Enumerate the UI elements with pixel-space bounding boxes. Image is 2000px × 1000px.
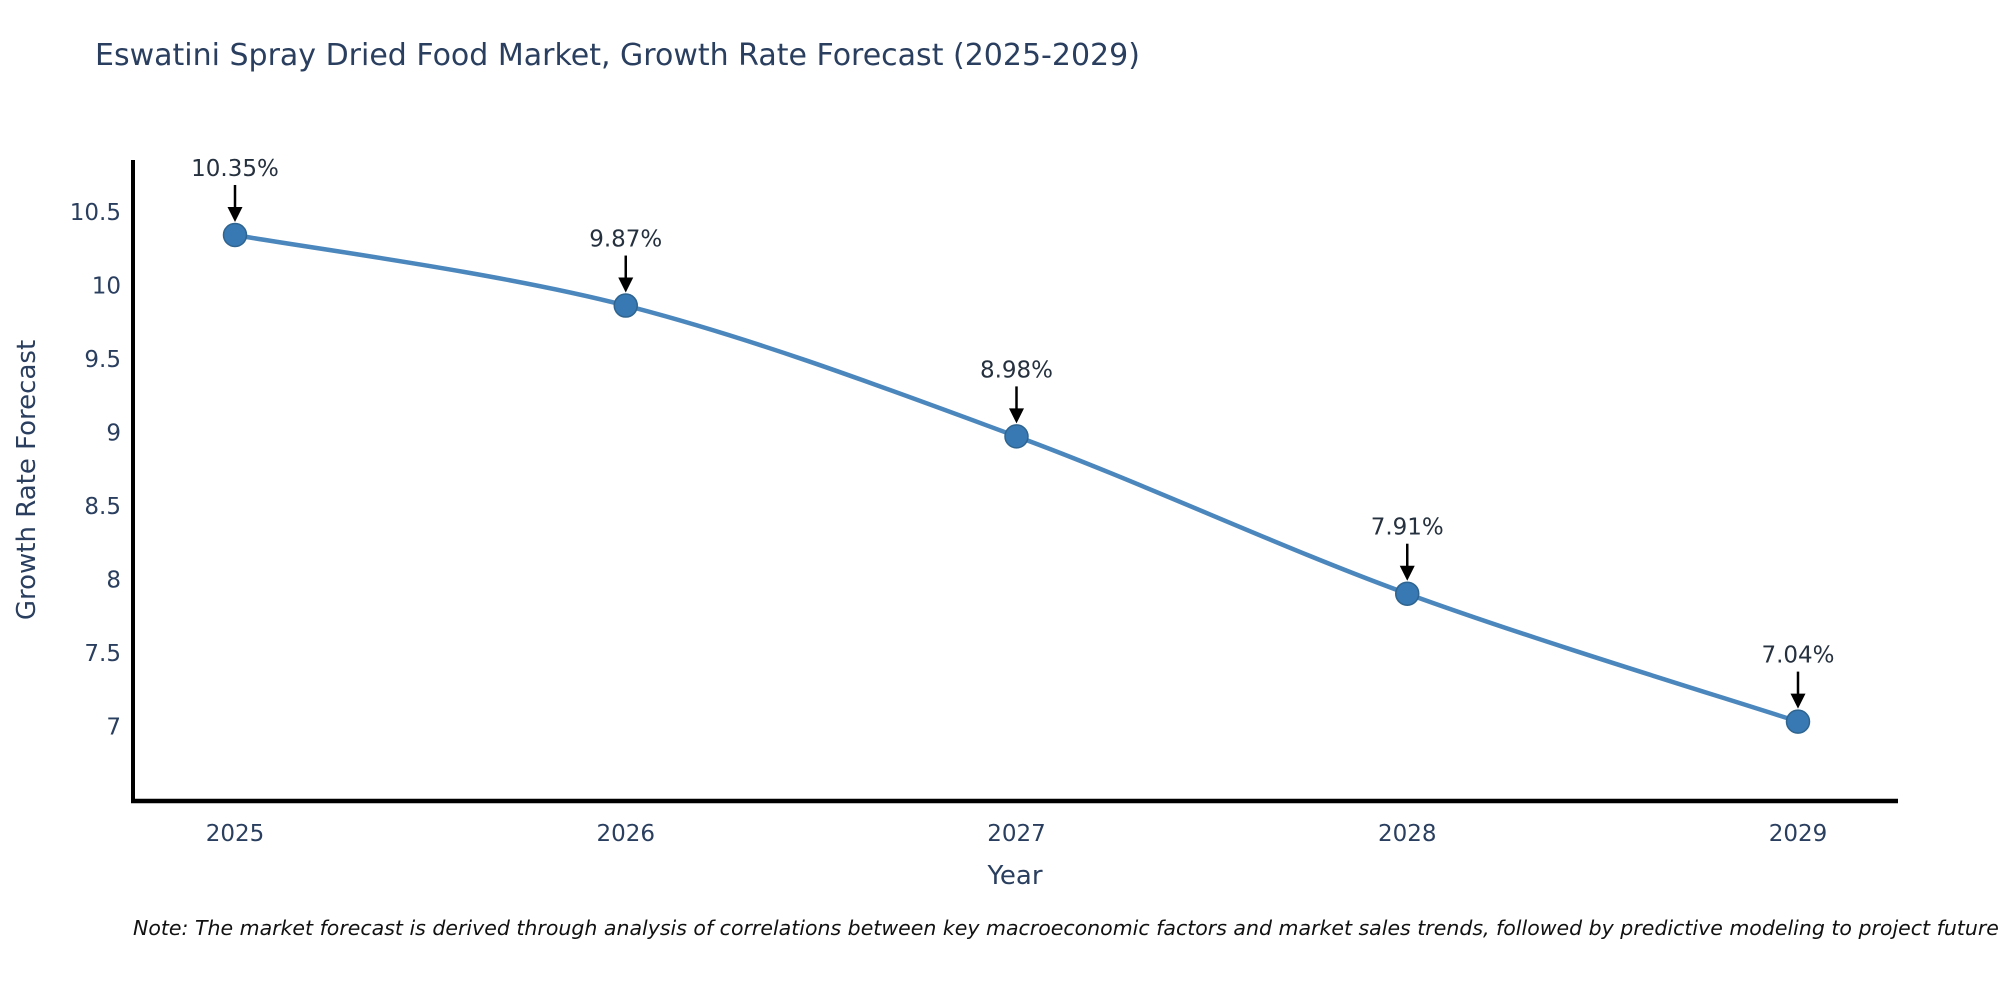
data-point-marker — [1395, 581, 1420, 606]
annotation-arrowhead-icon — [1399, 565, 1415, 581]
x-tick-label: 2027 — [987, 821, 1046, 847]
data-label: 10.35% — [191, 156, 279, 182]
y-tick-label: 9.5 — [84, 347, 121, 373]
annotation-arrowhead-icon — [618, 277, 634, 293]
data-point-marker — [1785, 709, 1811, 734]
data-label: 8.98% — [980, 357, 1053, 383]
y-tick-label: 10.5 — [70, 200, 121, 226]
y-tick-label: 8.5 — [84, 494, 121, 520]
series-line — [234, 232, 1799, 724]
y-tick-label: 7.5 — [84, 641, 121, 667]
annotation-arrowhead-icon — [1790, 693, 1806, 709]
data-label: 9.87% — [589, 227, 662, 253]
y-tick-label: 10 — [92, 273, 121, 299]
data-point-marker — [613, 293, 638, 318]
y-axis-title: Growth Rate Forecast — [12, 339, 42, 621]
x-tick-label: 2025 — [206, 821, 265, 847]
x-tick-label: 2029 — [1769, 821, 1828, 847]
annotation-arrowhead-icon — [227, 206, 243, 222]
footnote: Note: The market forecast is derived thr… — [133, 916, 2000, 940]
y-tick-label: 8 — [106, 567, 121, 593]
annotation-arrowhead-icon — [1009, 408, 1024, 424]
x-tick-label: 2026 — [596, 821, 655, 847]
data-label: 7.91% — [1371, 515, 1444, 541]
chart-title: Eswatini Spray Dried Food Market, Growth… — [95, 38, 1140, 73]
data-point-marker — [1004, 424, 1029, 449]
y-tick-label: 7 — [106, 714, 121, 740]
x-axis-title: Year — [987, 861, 1043, 891]
data-label: 7.04% — [1761, 643, 1834, 669]
y-tick-label: 9 — [106, 420, 121, 446]
x-tick-label: 2028 — [1378, 821, 1437, 847]
data-point-marker — [222, 222, 248, 248]
